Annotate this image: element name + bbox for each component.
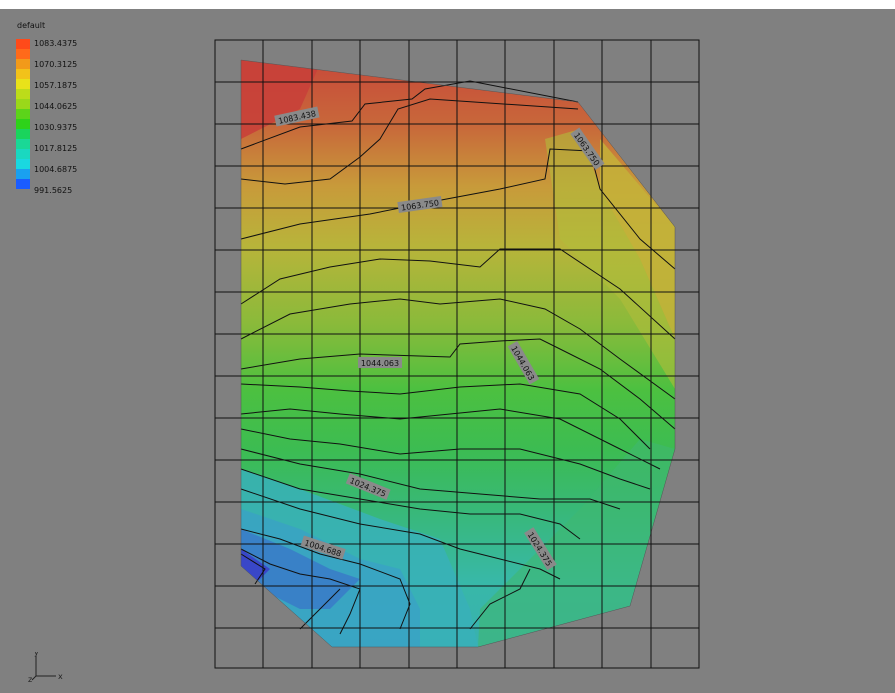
legend-swatch-7 — [16, 159, 30, 169]
axis-triad-icon: y x z — [28, 652, 63, 682]
legend-label-3: 1057.1875 — [34, 81, 78, 90]
contour-label-4: 1044.063 — [358, 357, 402, 368]
legend-label-4: 1044.0625 — [34, 102, 78, 111]
legend-swatch-5b — [16, 129, 30, 139]
legend-swatch-3 — [16, 79, 30, 89]
legend-swatch-4 — [16, 99, 30, 109]
legend-swatch-7b — [16, 169, 30, 179]
triad-x-label: x — [58, 672, 63, 681]
legend-swatch-8 — [16, 179, 30, 189]
legend-label-2: 1070.3125 — [34, 60, 78, 69]
triad-y-label: y — [34, 652, 39, 657]
legend-swatch-5 — [16, 119, 30, 129]
legend-label-1: 1083.4375 — [34, 39, 78, 48]
legend-swatch-1 — [16, 39, 30, 49]
legend-label-7: 1004.6875 — [34, 165, 78, 174]
contour-surface — [241, 60, 675, 647]
legend-swatch-1b — [16, 49, 30, 59]
legend-swatch-4b — [16, 109, 30, 119]
legend-swatch-3b — [16, 89, 30, 99]
svg-text:1044.063: 1044.063 — [361, 359, 399, 368]
legend-swatch-2 — [16, 59, 30, 69]
color-legend: default 1083.4375 1070.3125 1057.1875 10… — [0, 9, 200, 209]
viewport[interactable]: default 1083.4375 1070.3125 1057.1875 10… — [0, 9, 895, 693]
triad-z-label: z — [28, 675, 32, 682]
legend-swatch-6 — [16, 139, 30, 149]
legend-title: default — [17, 21, 46, 30]
contour-lines — [240, 80, 676, 635]
legend-swatch-2b — [16, 69, 30, 79]
legend-label-5: 1030.9375 — [34, 123, 78, 132]
domain-outline — [240, 59, 676, 648]
legend-label-6: 1017.8125 — [34, 144, 78, 153]
contour-plot[interactable]: 1083.438 1063.750 1063.750 1044.063 1044… — [0, 9, 895, 693]
legend-label-8: 991.5625 — [34, 186, 73, 195]
legend-swatch-6b — [16, 149, 30, 159]
